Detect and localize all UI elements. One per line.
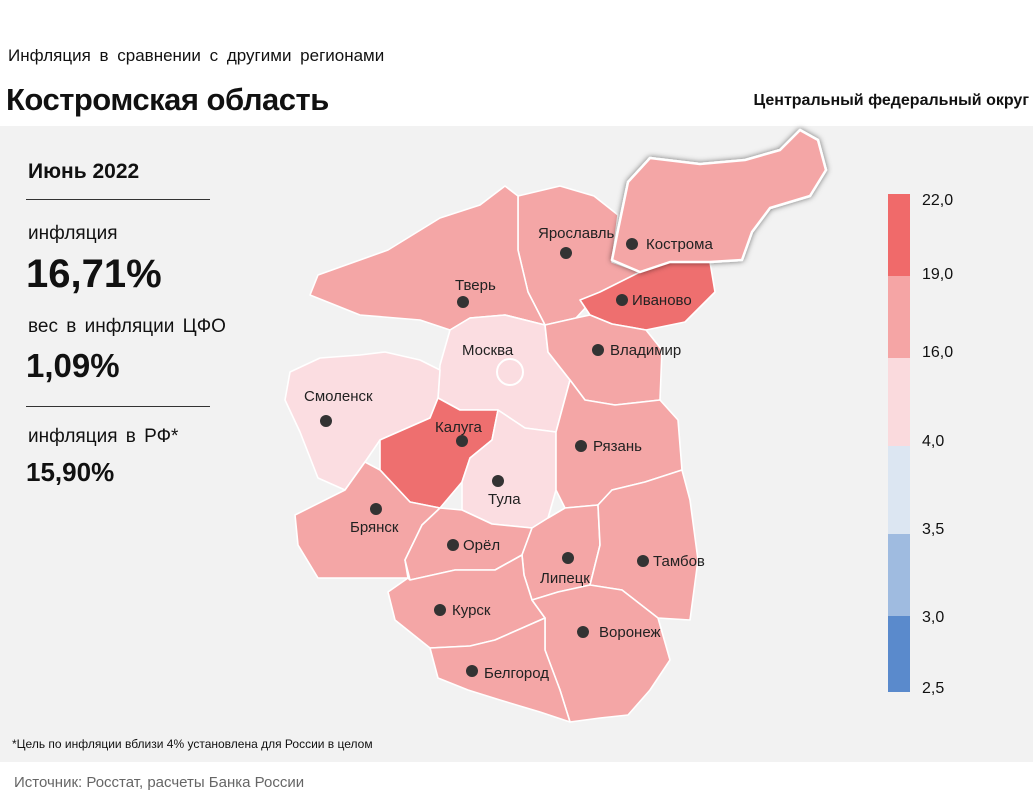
city-dot-orel	[447, 539, 459, 551]
region-belgorod	[429, 617, 571, 723]
city-label-kostroma: Кострома	[646, 236, 713, 253]
legend-tick-label: 4,0	[922, 433, 945, 450]
city-dot-belgorod	[466, 665, 478, 677]
city-dot-kursk	[434, 604, 446, 616]
footnote: *Цель по инфляции вблизи 4% установлена …	[12, 737, 373, 751]
page-title: Костромская область	[6, 82, 329, 117]
city-label-ivanovo: Иваново	[632, 292, 692, 309]
city-label-voronezh: Воронеж	[599, 624, 661, 641]
source-note: Источник: Росстат, расчеты Банка России	[14, 774, 305, 791]
city-label-kursk: Курск	[452, 602, 491, 619]
city-dot-smolensk	[320, 415, 332, 427]
city-dot-tver	[457, 296, 469, 308]
city-label-bryansk: Брянск	[350, 519, 399, 536]
rf-inflation-value: 15,90%	[26, 457, 115, 487]
city-dot-voronezh	[577, 626, 589, 638]
legend-band	[888, 194, 910, 276]
city-dot-kostroma	[626, 238, 638, 250]
weight-label: вес в инфляции ЦФО	[28, 316, 226, 337]
period-label: Июнь 2022	[28, 160, 140, 183]
region-tambov	[589, 469, 699, 621]
legend-band	[888, 616, 910, 692]
city-label-tver: Тверь	[455, 277, 496, 294]
city-dot-tambov	[637, 555, 649, 567]
inflation-value: 16,71%	[26, 252, 162, 296]
city-dot-vladimir	[592, 344, 604, 356]
city-label-yaroslavl: Ярославль	[538, 225, 614, 242]
inflation-label: инфляция	[28, 223, 118, 244]
legend-band	[888, 358, 910, 446]
weight-value: 1,09%	[26, 347, 120, 384]
city-label-vladimir: Владимир	[610, 342, 681, 359]
city-dot-tula	[492, 475, 504, 487]
district-title: Центральный федеральный округ	[753, 92, 1030, 109]
region-vladimir	[544, 314, 663, 406]
legend-tick-label: 16,0	[922, 344, 954, 361]
city-label-tula: Тула	[488, 491, 521, 508]
city-label-tambov: Тамбов	[653, 553, 705, 570]
city-dot-kaluga	[456, 435, 468, 447]
legend-band	[888, 534, 910, 616]
city-label-lipetsk: Липецк	[540, 570, 590, 587]
rf-inflation-label: инфляция в РФ*	[28, 426, 179, 447]
region-kostroma	[610, 128, 828, 274]
city-label-orel: Орёл	[463, 537, 500, 554]
city-dot-lipetsk	[562, 552, 574, 564]
legend-tick-label: 3,0	[922, 609, 945, 626]
city-label-moscow: Москва	[462, 342, 514, 359]
legend-band	[888, 276, 910, 358]
city-label-kaluga: Калуга	[435, 419, 482, 436]
legend-tick-label: 2,5	[922, 680, 945, 697]
legend-tick-label: 19,0	[922, 266, 954, 283]
region-tver	[309, 185, 546, 331]
city-label-belgorod: Белгород	[484, 665, 549, 682]
city-label-smolensk: Смоленск	[304, 388, 373, 405]
city-dot-yaroslavl	[560, 247, 572, 259]
legend-band	[888, 446, 910, 534]
legend-tick-label: 22,0	[922, 192, 954, 209]
chart-subtitle: Инфляция в сравнении с другими регионами	[8, 46, 385, 65]
city-dot-moscow	[496, 358, 524, 386]
city-dot-ivanovo	[616, 294, 628, 306]
city-dot-ryazan	[575, 440, 587, 452]
city-dot-bryansk	[370, 503, 382, 515]
city-label-ryazan: Рязань	[593, 438, 642, 455]
divider-top	[26, 199, 210, 200]
legend-tick-label: 3,5	[922, 521, 945, 538]
divider-bottom	[26, 406, 210, 407]
